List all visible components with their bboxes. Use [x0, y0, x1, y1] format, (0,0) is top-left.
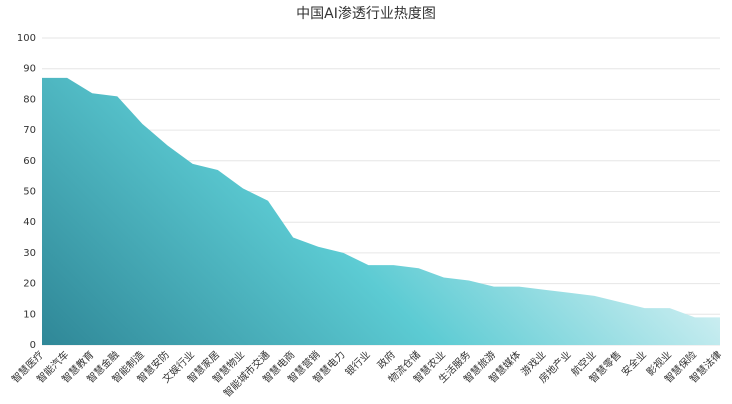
x-tick-label: 安全业 [619, 348, 649, 378]
y-tick-label: 80 [23, 94, 36, 105]
y-tick-label: 100 [17, 33, 36, 44]
y-tick-label: 50 [23, 187, 36, 198]
area [42, 77, 720, 345]
x-tick-label: 政府 [374, 348, 397, 371]
y-tick-label: 60 [23, 156, 36, 167]
y-tick-label: 30 [23, 248, 36, 259]
y-tick-label: 20 [23, 279, 36, 290]
y-tick-label: 70 [23, 125, 36, 136]
chart-title: 中国AI渗透行业热度图 [296, 6, 436, 22]
x-tick-label: 银行业 [342, 348, 372, 378]
y-tick-label: 40 [23, 217, 36, 228]
y-tick-label: 10 [23, 309, 36, 320]
y-tick-label: 90 [23, 64, 36, 75]
y-tick-label: 0 [30, 340, 36, 351]
